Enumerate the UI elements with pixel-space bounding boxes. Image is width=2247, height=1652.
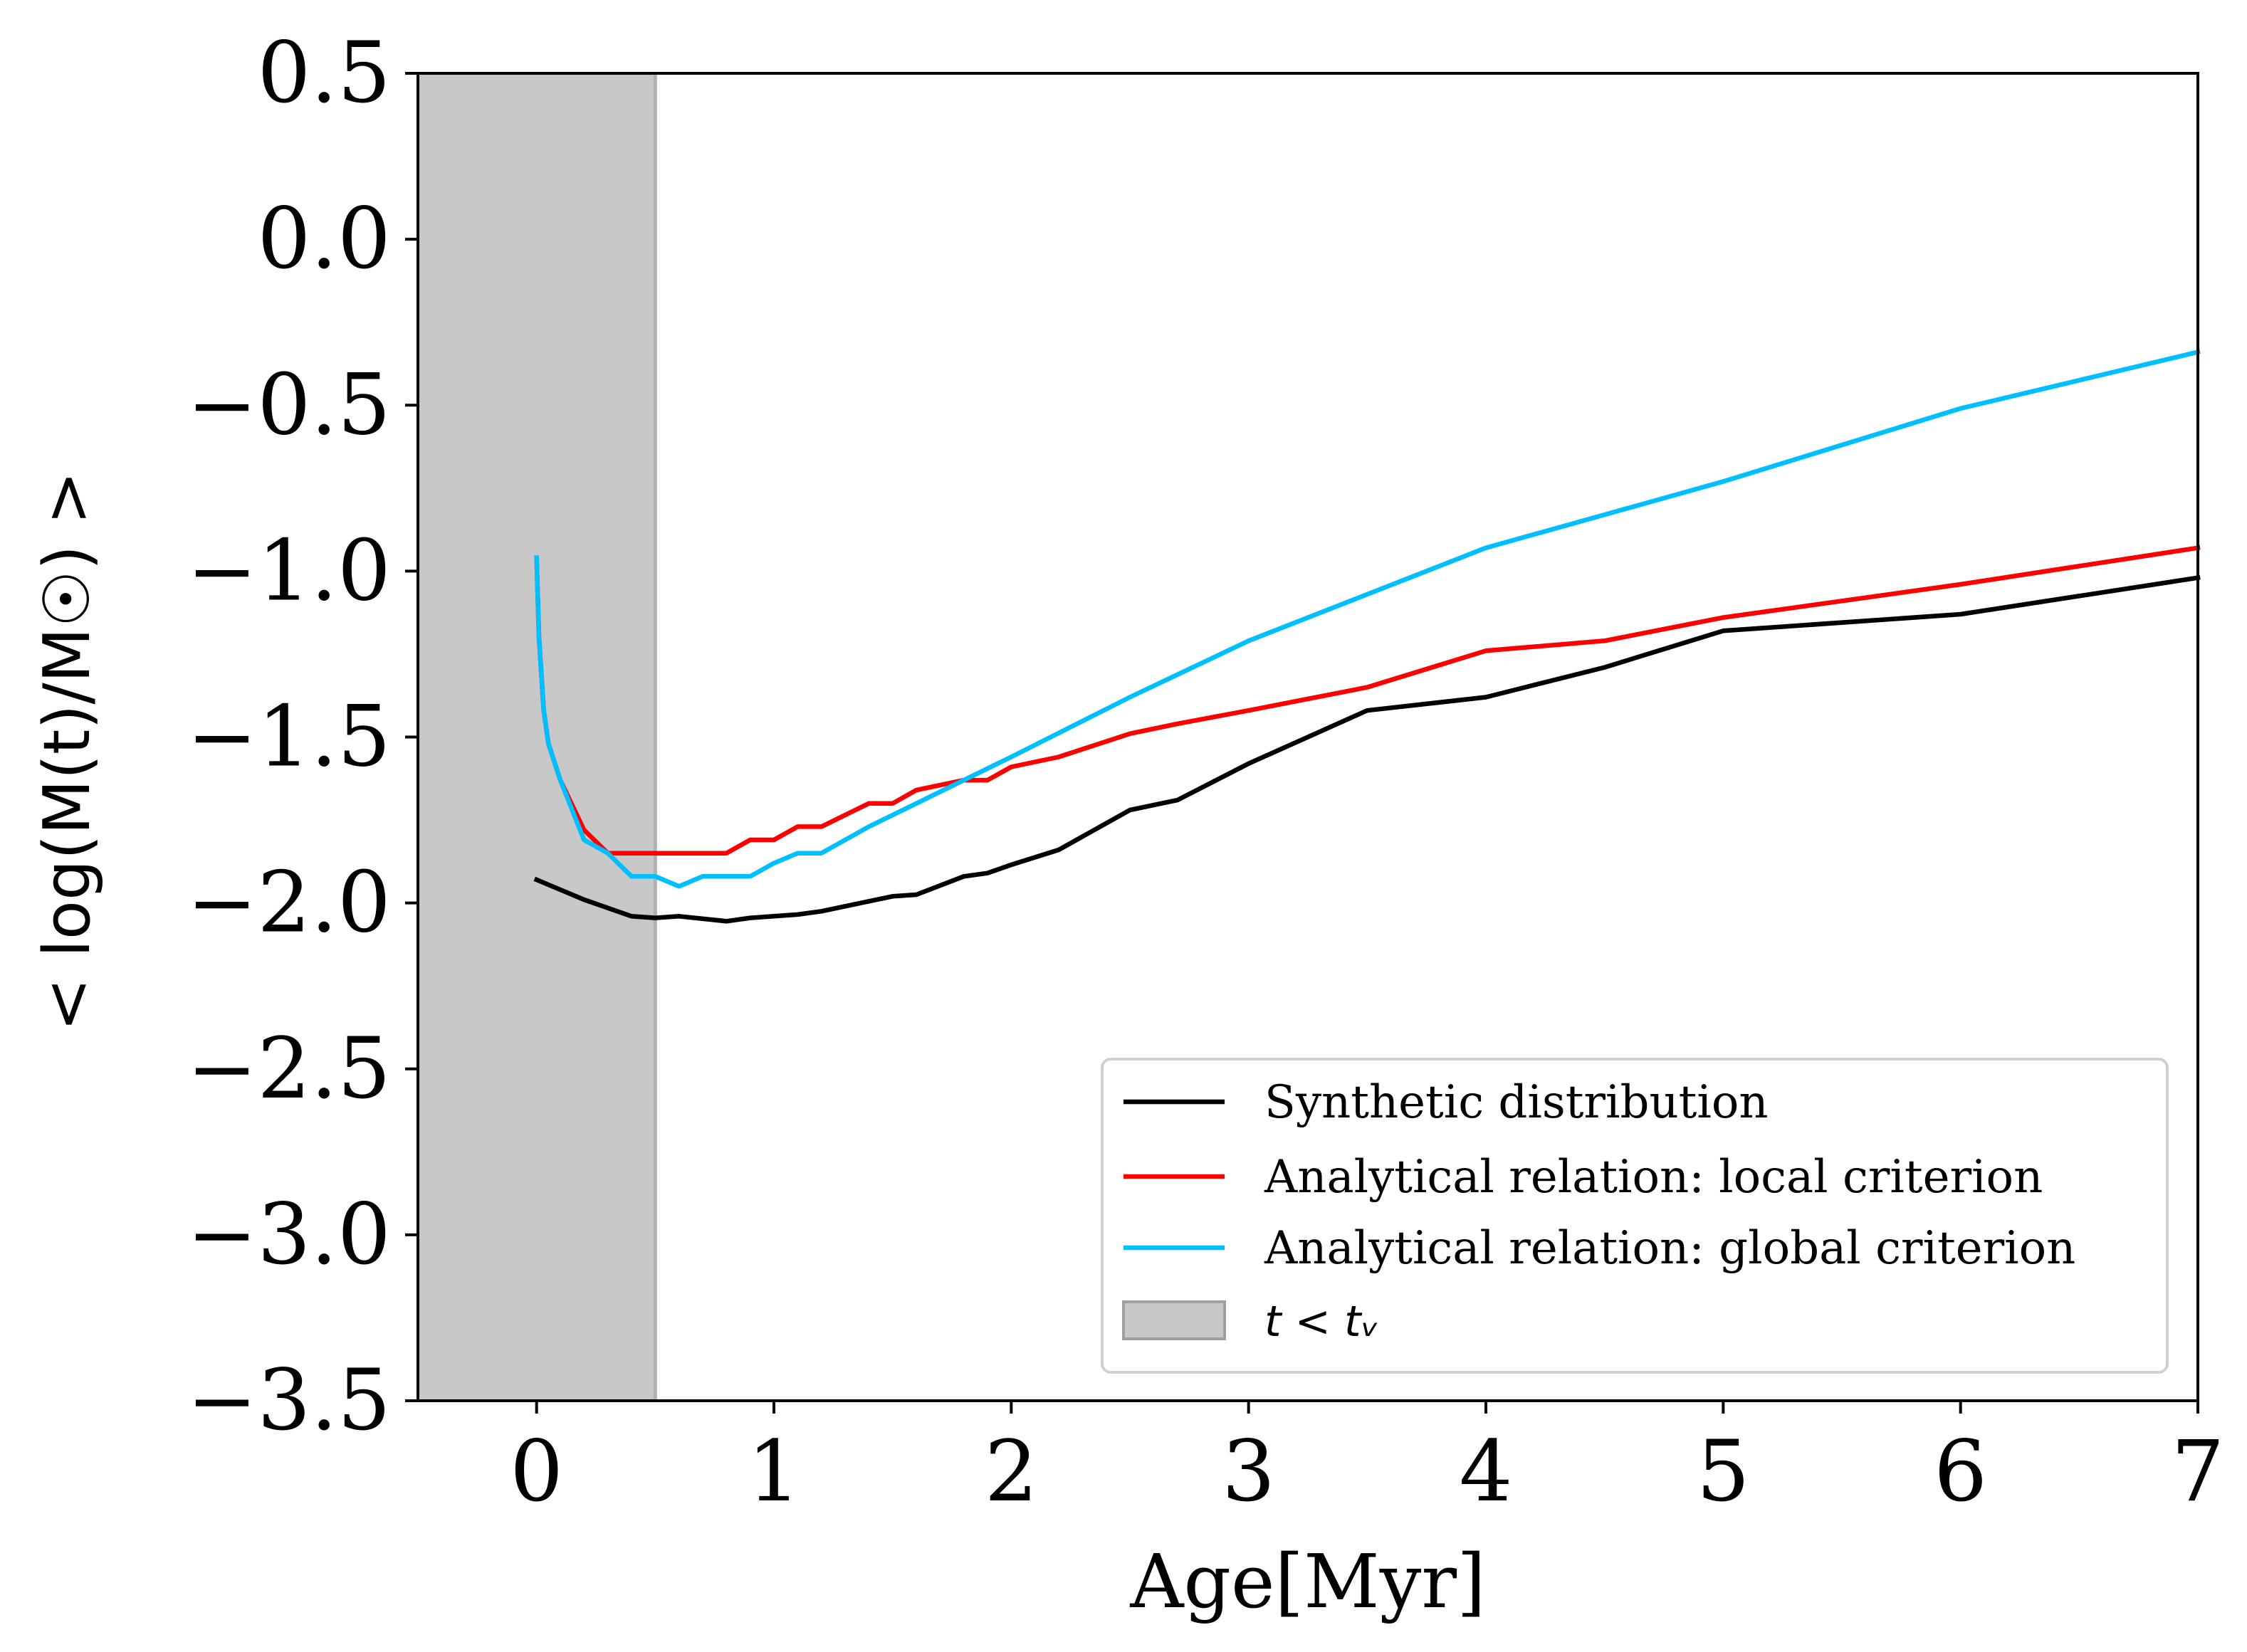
y-axis-label: < log(M(t)/M☉) > [30,471,105,1031]
y-tick-label: −1.5 [187,688,391,786]
legend-label-2: Analytical relation: local criterion [1264,1151,2043,1204]
x-tick-label: 3 [1222,1422,1275,1520]
x-tick-label: 7 [2171,1422,2224,1520]
axis-labels: Age[Myr] < log(M(t)/M☉) > [30,471,1486,1625]
legend-swatch-shaded [1122,1300,1226,1340]
x-axis-label: Age[Myr] [1129,1538,1485,1625]
x-tick-label: 2 [985,1422,1038,1520]
y-tick-label: −3.5 [187,1351,391,1449]
y-tick-label: −0.5 [187,355,391,453]
y-tick-label: −2.0 [187,853,391,952]
x-tick-label: 6 [1934,1422,1987,1520]
legend: Synthetic distribution Analytical relatio… [1101,1058,2169,1374]
y-tick-label: 0.0 [257,189,391,288]
series-line-2 [534,544,2201,856]
x-tick-label: 4 [1459,1422,1512,1520]
axes: 0 1 2 3 4 5 6 7 0.5 0.0 −0.5 −1.0 −1.5 −2.0 −2.5 −3.0 −3… [187,23,2224,1520]
series-line-1 [533,574,2201,924]
plot-area [418,73,2201,1401]
y-tick-label: −1.0 [187,521,391,619]
legend-label-shaded: t < tᵥ [1264,1297,1379,1347]
series-line-3 [534,349,2201,889]
x-tick-label: 5 [1697,1422,1750,1520]
legend-label-3: Analytical relation: global criterion [1264,1222,2075,1275]
legend-label-1: Synthetic distribution [1264,1076,1769,1129]
x-tick-label: 0 [510,1422,563,1520]
y-tick-label: −3.0 [187,1185,391,1283]
y-tick-label: −2.5 [187,1019,391,1117]
legend-box [1101,1058,2169,1374]
y-tick-label: 0.5 [257,23,391,122]
shaded-region [418,73,656,1401]
x-tick-label: 1 [747,1422,800,1520]
